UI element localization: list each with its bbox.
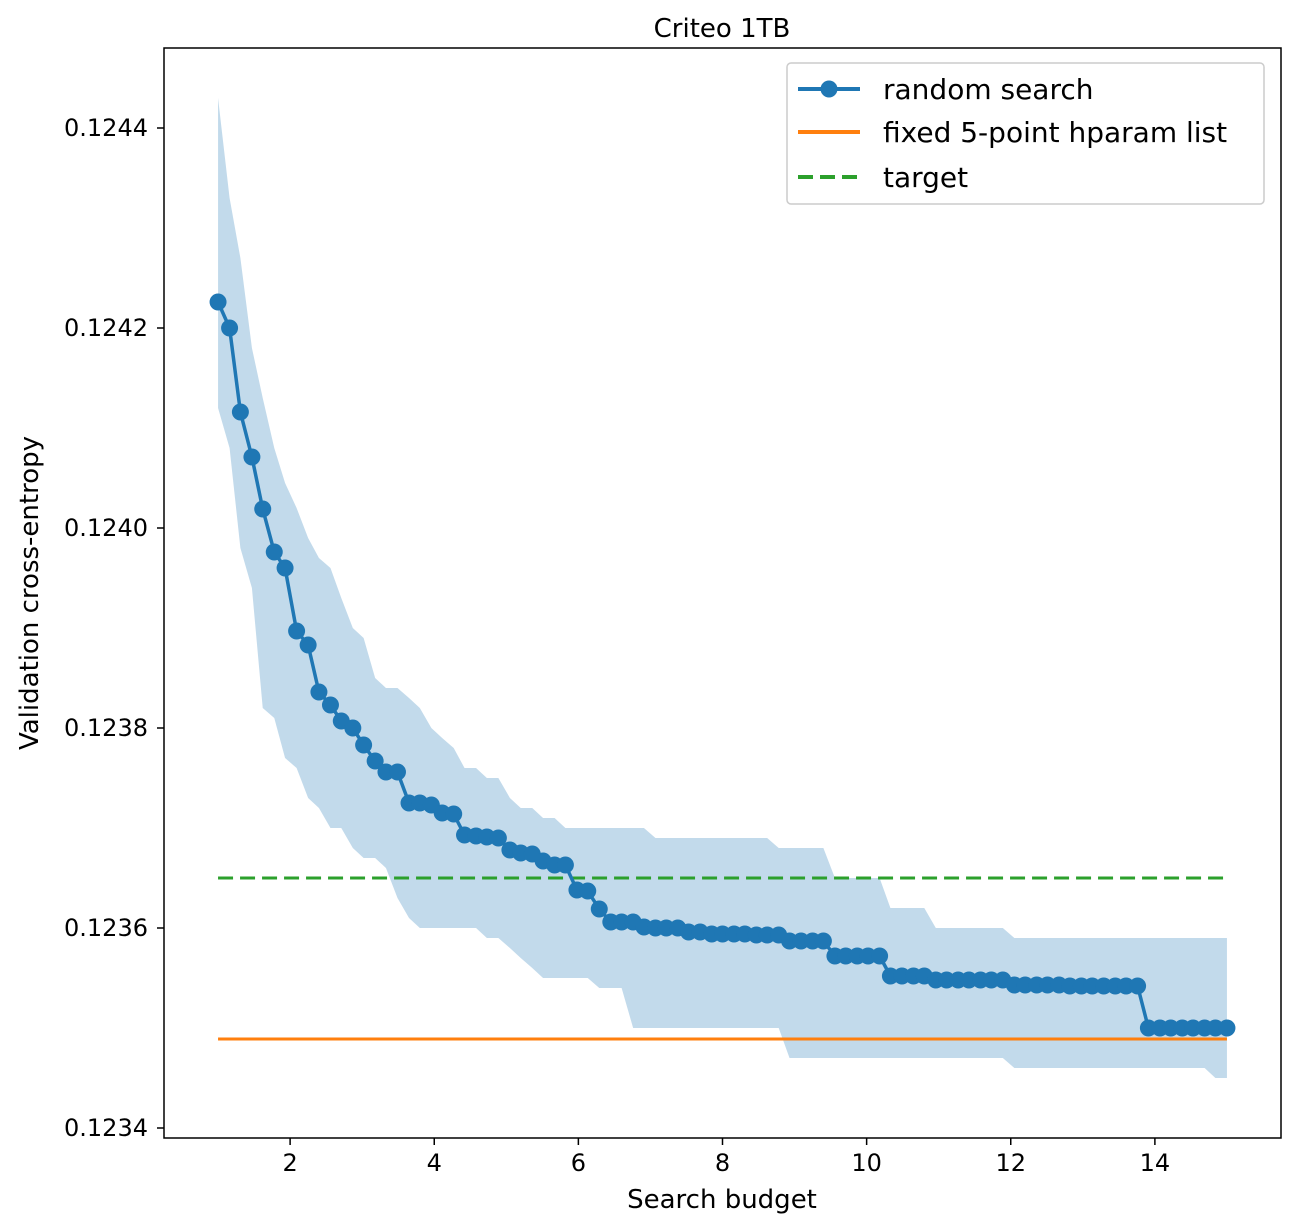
y-tick-label: 0.1238 bbox=[64, 714, 148, 742]
chart-title: Criteo 1TB bbox=[654, 14, 791, 44]
y-tick-label: 0.1242 bbox=[64, 314, 148, 342]
random-search-point bbox=[489, 829, 507, 847]
x-tick-label: 14 bbox=[1140, 1149, 1171, 1177]
legend: random search fixed 5-point hparam list … bbox=[786, 62, 1265, 205]
random-search-point bbox=[265, 543, 283, 561]
x-tick-label: 6 bbox=[571, 1149, 586, 1177]
markers-layer bbox=[209, 293, 1236, 1037]
random-search-point bbox=[590, 900, 608, 918]
random-search-point bbox=[366, 752, 384, 770]
random-search-point bbox=[254, 500, 272, 518]
random-search-point bbox=[814, 932, 832, 950]
legend-box bbox=[786, 62, 1265, 205]
y-tick-label: 0.1240 bbox=[64, 514, 148, 542]
random-search-point bbox=[1218, 1019, 1236, 1037]
legend-label-fixed: fixed 5-point hparam list bbox=[883, 116, 1227, 149]
x-tick-label: 10 bbox=[851, 1149, 882, 1177]
random-search-point bbox=[388, 763, 406, 781]
random-search-point bbox=[556, 856, 574, 874]
random-search-point bbox=[310, 683, 328, 701]
random-search-point bbox=[445, 805, 463, 823]
legend-marker-random-search bbox=[820, 80, 838, 98]
y-tick-label: 0.1236 bbox=[64, 914, 148, 942]
x-tick-label: 4 bbox=[427, 1149, 442, 1177]
x-axis-ticks: 2 4 6 8 10 12 14 bbox=[282, 1138, 1170, 1177]
x-tick-label: 12 bbox=[995, 1149, 1026, 1177]
legend-entry-target: target bbox=[798, 161, 968, 194]
legend-entry-random-search: random search bbox=[798, 73, 1094, 106]
random-search-point bbox=[344, 719, 362, 737]
random-search-point bbox=[1129, 977, 1147, 995]
random-search-point bbox=[243, 448, 261, 466]
random-search-point bbox=[871, 947, 889, 965]
random-search-point bbox=[276, 559, 294, 577]
legend-entry-fixed: fixed 5-point hparam list bbox=[798, 116, 1227, 149]
random-search-point bbox=[209, 293, 227, 311]
x-axis-title: Search budget bbox=[627, 1185, 817, 1215]
x-tick-label: 8 bbox=[715, 1149, 730, 1177]
random-search-point bbox=[355, 736, 373, 754]
random-search-point bbox=[221, 319, 239, 337]
y-axis-ticks: 0.1234 0.1236 0.1238 0.1240 0.1242 0.1244 bbox=[64, 114, 164, 1142]
random-search-point bbox=[299, 636, 317, 654]
x-tick-label: 2 bbox=[282, 1149, 297, 1177]
random-search-point bbox=[579, 882, 597, 900]
random-search-point bbox=[231, 403, 249, 421]
random-search-point bbox=[288, 622, 306, 640]
random-search-point bbox=[321, 696, 339, 714]
y-tick-label: 0.1234 bbox=[64, 1114, 148, 1142]
y-axis-title: Validation cross-entropy bbox=[15, 436, 45, 750]
y-tick-label: 0.1244 bbox=[64, 114, 148, 142]
legend-label-random-search: random search bbox=[883, 73, 1094, 106]
legend-label-target: target bbox=[883, 161, 968, 194]
